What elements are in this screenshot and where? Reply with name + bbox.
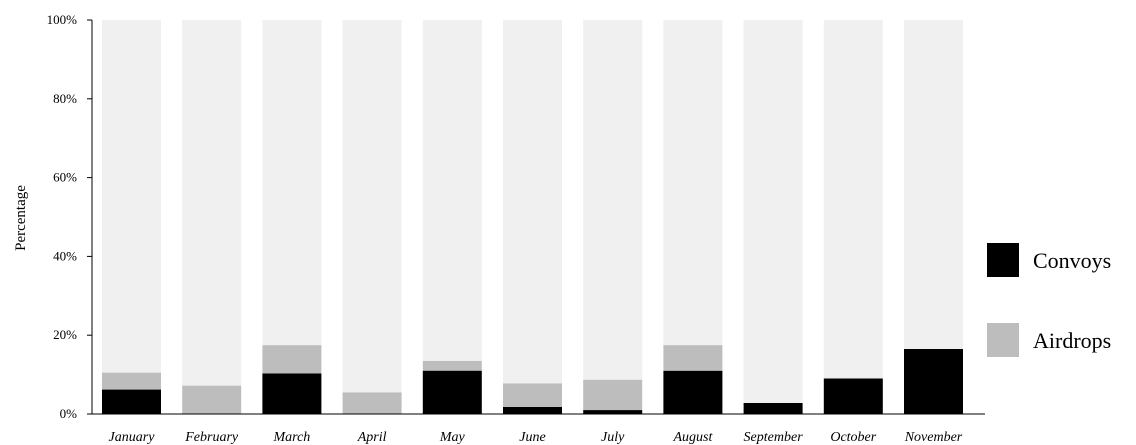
y-tick-label: 80% [53, 91, 77, 106]
bar-remainder-march [262, 20, 322, 346]
bar-convoys-january [102, 389, 161, 414]
bar-convoys-november [904, 349, 963, 414]
x-tick-label: April [357, 430, 387, 445]
x-tick-label: July [601, 430, 625, 445]
bar-remainder-august [663, 20, 723, 346]
legend: Convoys Airdrops [987, 243, 1111, 357]
bar-convoys-august [663, 370, 723, 414]
bar-convoys-may [422, 370, 482, 414]
x-tick-label: January [109, 430, 156, 445]
bar-airdrops-july [583, 379, 643, 410]
bar-remainder-june [503, 20, 562, 384]
bar-convoys-june [503, 406, 562, 414]
y-axis-label: Percentage [13, 185, 29, 251]
x-axis: January February March April May June July Augu… [92, 413, 985, 445]
bar-airdrops-june [503, 383, 562, 407]
x-tick-label: September [744, 430, 804, 445]
y-tick-label: 0% [60, 406, 78, 421]
bar-remainder-november [904, 20, 963, 349]
x-tick-label: August [672, 430, 713, 445]
legend-label-airdrops: Airdrops [1033, 328, 1111, 353]
bar-remainder-october [823, 20, 883, 379]
legend-swatch-airdrops [987, 323, 1019, 357]
y-tick-label: 40% [53, 248, 77, 263]
x-tick-label: March [272, 430, 310, 445]
legend-swatch-convoys [987, 243, 1019, 277]
bar-airdrops-february [182, 385, 242, 414]
bar-remainder-september [743, 20, 803, 403]
x-tick-label: October [830, 430, 876, 445]
bar-remainder-april [342, 20, 402, 393]
x-tick-label: February [184, 430, 239, 445]
y-tick-label: 100% [47, 12, 78, 27]
bar-convoys-october [823, 378, 883, 414]
y-axis: 0% 20% 40% 60% 80% 100% [47, 12, 93, 421]
bar-convoys-march [262, 373, 322, 414]
bar-convoys-september [743, 403, 803, 414]
bar-airdrops-january [102, 372, 161, 390]
bar-airdrops-march [262, 345, 322, 374]
x-tick-label: November [904, 430, 963, 445]
bar-remainder-february [182, 20, 242, 386]
bar-remainder-july [583, 20, 643, 380]
y-tick-label: 20% [53, 327, 77, 342]
y-tick-label: 60% [53, 170, 77, 185]
bar-airdrops-august [663, 345, 723, 371]
bar-remainder-january [102, 20, 161, 373]
bars-group [102, 20, 963, 414]
bar-remainder-may [422, 20, 482, 361]
bar-airdrops-may [422, 360, 482, 371]
bar-airdrops-april [342, 392, 402, 414]
legend-label-convoys: Convoys [1033, 248, 1111, 273]
x-tick-label: June [519, 430, 545, 445]
bar-convoys-july [583, 410, 643, 414]
x-tick-label: May [439, 430, 466, 445]
